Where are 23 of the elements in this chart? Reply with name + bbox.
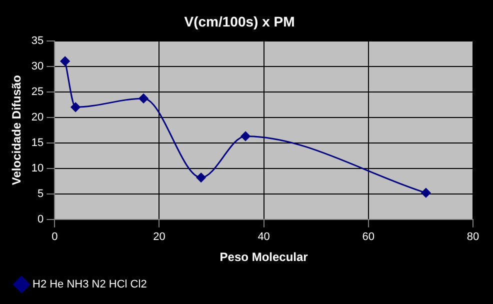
x-tick-label: 80 xyxy=(466,231,480,244)
y-axis-title: Velocidade Difusão xyxy=(10,75,24,186)
x-tick-label: 40 xyxy=(258,231,270,244)
point xyxy=(196,172,206,182)
y-tick-label: 30 xyxy=(31,60,44,72)
x-axis-title: Peso Molecular xyxy=(220,250,308,264)
point xyxy=(70,102,80,112)
y-tick-label: 10 xyxy=(31,162,44,174)
x-tick-label: 60 xyxy=(362,231,375,244)
y-tick-label: 25 xyxy=(31,86,44,98)
y-tick-label: 15 xyxy=(31,136,44,149)
y-tick-label: 20 xyxy=(31,111,44,124)
x-tick-label: 0 xyxy=(52,231,58,244)
y-tick-label: 5 xyxy=(38,188,44,200)
point xyxy=(421,188,431,198)
legend-label: H2 He NH3 N2 HCl Cl2 xyxy=(32,278,147,291)
x-tick-label: 20 xyxy=(153,231,166,244)
point xyxy=(138,94,148,104)
chart-title: V(cm/100s) x PM xyxy=(184,13,295,30)
point xyxy=(240,131,250,141)
y-tick-label: 0 xyxy=(38,213,44,226)
point xyxy=(60,56,70,66)
y-tick-label: 35 xyxy=(31,34,44,47)
